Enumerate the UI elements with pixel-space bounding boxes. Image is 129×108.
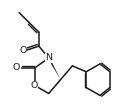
Text: O: O — [19, 46, 26, 55]
Text: N: N — [46, 53, 53, 62]
Polygon shape — [48, 57, 61, 80]
Text: O: O — [30, 81, 38, 90]
Text: O: O — [13, 63, 20, 72]
